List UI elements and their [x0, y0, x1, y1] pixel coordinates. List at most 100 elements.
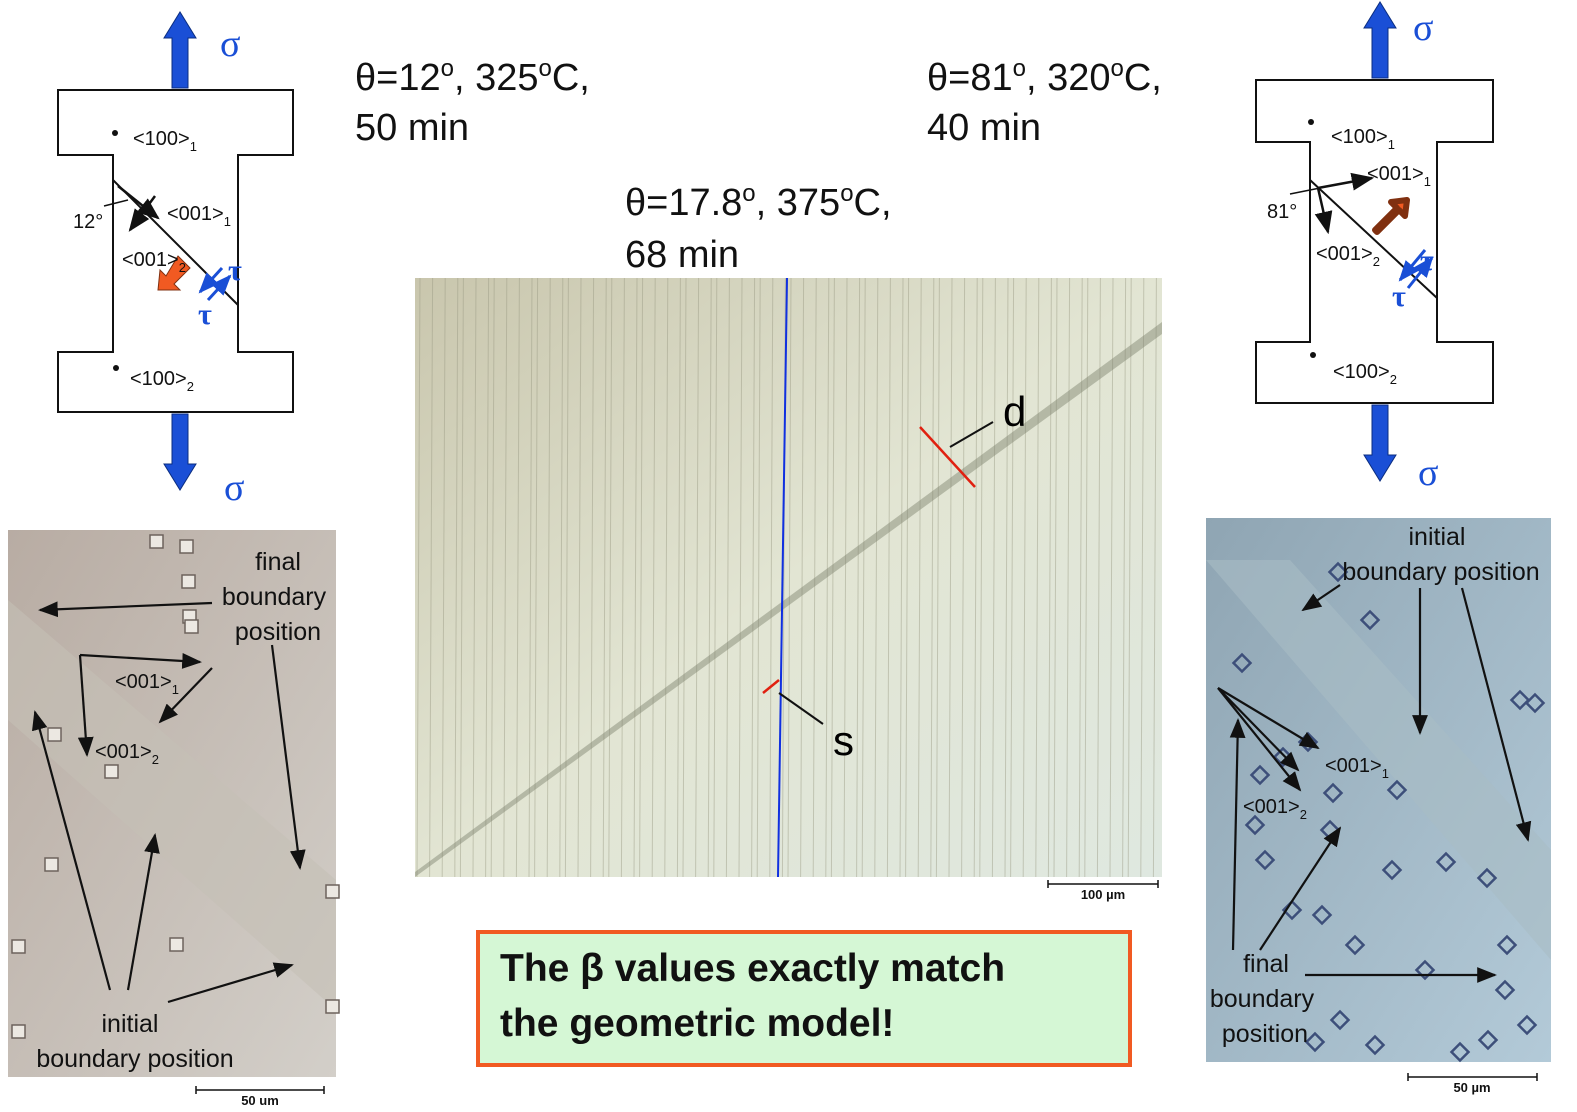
- angle-label: 81°: [1267, 201, 1297, 223]
- text: <001>: [1325, 755, 1382, 777]
- superscript: o: [840, 180, 853, 207]
- precipitate: [180, 540, 193, 553]
- text: <001>: [167, 203, 224, 225]
- text: <100>: [133, 128, 190, 150]
- label-s: s: [833, 717, 854, 764]
- scale-label: 100 µm: [1081, 887, 1125, 902]
- superscript: o: [1013, 55, 1026, 82]
- text: <001>: [1367, 163, 1424, 185]
- text: final: [1243, 950, 1289, 978]
- text: θ=81: [927, 57, 1013, 99]
- sigma: σ: [224, 467, 244, 509]
- text: , 325: [454, 57, 539, 99]
- text: , 320: [1026, 57, 1111, 99]
- precipitate: [105, 765, 118, 778]
- text: initial: [1409, 523, 1466, 551]
- condition-line: θ=12o, 325oC,: [355, 55, 590, 99]
- callout-line: The β values exactly match: [500, 947, 1005, 990]
- subscript: 2: [187, 379, 194, 394]
- scale-label: 50 µm: [1453, 1080, 1490, 1095]
- text: C,: [854, 182, 892, 224]
- right-schematic: σ σ <100>1 <001>1 <001>2 <100>2 81° τ τ: [1256, 2, 1493, 494]
- label-d: d: [1003, 388, 1026, 435]
- dot: [1310, 352, 1316, 358]
- precipitate: [170, 938, 183, 951]
- superscript: o: [742, 180, 755, 207]
- text: <001>: [115, 671, 172, 693]
- condition-line: 68 min: [625, 234, 739, 276]
- stress-arrow: [1364, 2, 1396, 78]
- subscript: 2: [1390, 372, 1397, 387]
- condition-line: θ=17.8o, 375oC,: [625, 180, 892, 224]
- slide: σ σ <100>1 <001>1 <001>2 <100>2 12° τ τ …: [0, 0, 1577, 1112]
- dot: [1308, 119, 1314, 125]
- text: <001>: [95, 741, 152, 763]
- subscript: 1: [190, 139, 197, 154]
- subscript: 1: [1382, 766, 1389, 781]
- stress-arrow: [1364, 405, 1396, 481]
- subscript: 1: [172, 682, 179, 697]
- tau: τ: [1420, 244, 1434, 277]
- precipitate: [12, 940, 25, 953]
- precipitate: [48, 728, 61, 741]
- text: <001>: [1243, 796, 1300, 818]
- sigma: σ: [1418, 452, 1438, 494]
- text: position: [1222, 1020, 1308, 1048]
- precipitate: [150, 535, 163, 548]
- precipitate: [45, 858, 58, 871]
- superscript: o: [441, 55, 454, 82]
- subscript: 2: [179, 260, 186, 275]
- sigma: σ: [1413, 7, 1433, 49]
- text: <001>: [122, 249, 179, 271]
- precipitate: [12, 1025, 25, 1038]
- precipitate: [326, 1000, 339, 1013]
- text: θ=17.8: [625, 182, 742, 224]
- text: position: [235, 618, 321, 646]
- callout: The β values exactly match the geometric…: [478, 932, 1130, 1065]
- dot: [112, 130, 118, 136]
- precipitate: [182, 575, 195, 588]
- sigma: σ: [220, 23, 240, 65]
- dot: [113, 365, 119, 371]
- stress-arrow: [164, 12, 196, 88]
- scale-label: 50 um: [241, 1093, 279, 1108]
- left-schematic: σ σ <100>1 <001>1 <001>2 <100>2 12° τ τ: [58, 12, 293, 509]
- stress-arrow: [164, 414, 196, 490]
- text: θ=12: [355, 57, 441, 99]
- text: boundary: [1210, 985, 1315, 1013]
- subscript: 1: [1424, 174, 1431, 189]
- subscript: 2: [1300, 807, 1307, 822]
- superscript: o: [1110, 55, 1123, 82]
- subscript: 1: [1388, 137, 1395, 152]
- text: <100>: [1333, 361, 1390, 383]
- precipitate: [185, 620, 198, 633]
- callout-line: the geometric model!: [500, 1002, 894, 1045]
- subscript: 1: [224, 214, 231, 229]
- condition-line: 40 min: [927, 107, 1041, 149]
- text: initial: [102, 1010, 159, 1038]
- text: boundary position: [1342, 558, 1539, 586]
- center-micrograph: d s 100 µm: [415, 278, 1162, 902]
- subscript: 2: [1373, 254, 1380, 269]
- subscript: 2: [152, 752, 159, 767]
- text: <001>: [1316, 243, 1373, 265]
- right-micrograph: initialboundary position <001>1 <001>2 f…: [1206, 518, 1551, 1095]
- tau: τ: [1392, 280, 1406, 313]
- condition-line: 50 min: [355, 107, 469, 149]
- text: C,: [1124, 57, 1162, 99]
- text: , 375: [756, 182, 841, 224]
- text: C,: [552, 57, 590, 99]
- angle-label: 12°: [73, 211, 103, 233]
- tau: τ: [198, 298, 212, 331]
- text: boundary: [222, 583, 327, 611]
- superscript: o: [538, 55, 551, 82]
- conditions: θ=12o, 325oC, 50 min θ=17.8o, 375oC, 68 …: [355, 55, 1162, 276]
- tau: τ: [228, 254, 242, 287]
- text: boundary position: [36, 1045, 233, 1073]
- precipitate: [326, 885, 339, 898]
- text: <100>: [130, 368, 187, 390]
- text: <100>: [1331, 126, 1388, 148]
- text: final: [255, 548, 301, 576]
- condition-line: θ=81o, 320oC,: [927, 55, 1162, 99]
